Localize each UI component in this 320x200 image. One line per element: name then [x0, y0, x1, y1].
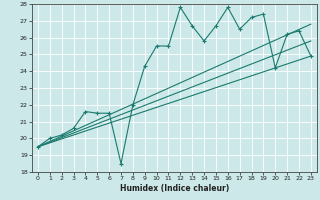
X-axis label: Humidex (Indice chaleur): Humidex (Indice chaleur)	[120, 184, 229, 193]
